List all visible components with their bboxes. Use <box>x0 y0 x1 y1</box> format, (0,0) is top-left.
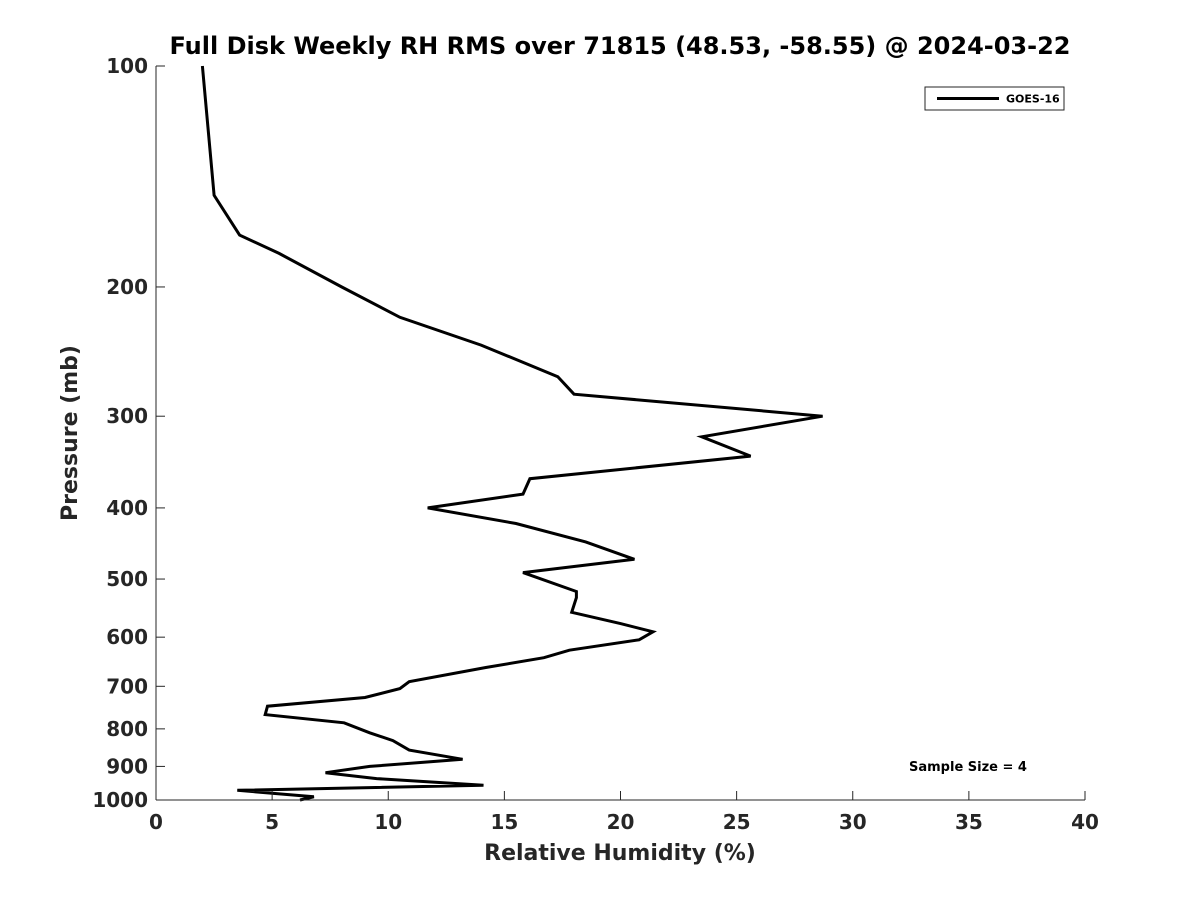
x-tick-label-35: 35 <box>955 810 983 834</box>
y-tick-label-300: 300 <box>106 404 148 428</box>
y-tick-label-600: 600 <box>106 625 148 649</box>
y-tick-label-400: 400 <box>106 496 148 520</box>
axes: 0 5 10 15 20 25 30 35 40 100 200 300 400 500 600 700 800… <box>92 54 1099 834</box>
x-tick-label-15: 15 <box>490 810 518 834</box>
y-tick-label-700: 700 <box>106 674 148 698</box>
x-tick-label-0: 0 <box>149 810 163 834</box>
y-tick-label-200: 200 <box>106 275 148 299</box>
x-tick-label-10: 10 <box>374 810 402 834</box>
y-tick-label-500: 500 <box>106 567 148 591</box>
chart-title: Full Disk Weekly RH RMS over 71815 (48.5… <box>169 32 1070 60</box>
y-tick-label-1000: 1000 <box>92 788 148 812</box>
x-tick-label-30: 30 <box>839 810 867 834</box>
x-tick-label-20: 20 <box>607 810 635 834</box>
sample-size-annotation: Sample Size = 4 <box>909 760 1027 775</box>
legend-entry-goes-16: GOES-16 <box>1006 93 1060 106</box>
y-tick-label-900: 900 <box>106 754 148 778</box>
y-tick-label-100: 100 <box>106 54 148 78</box>
series-line-goes-16 <box>200 65 823 802</box>
x-tick-label-40: 40 <box>1071 810 1099 834</box>
legend: GOES-16 <box>924 86 1065 111</box>
y-axis-label: Pressure (mb) <box>58 345 83 521</box>
x-axis-label: Relative Humidity (%) <box>484 841 756 866</box>
plot-area <box>200 65 823 802</box>
x-tick-label-25: 25 <box>723 810 751 834</box>
x-tick-label-5: 5 <box>265 810 279 834</box>
y-tick-label-800: 800 <box>106 717 148 741</box>
